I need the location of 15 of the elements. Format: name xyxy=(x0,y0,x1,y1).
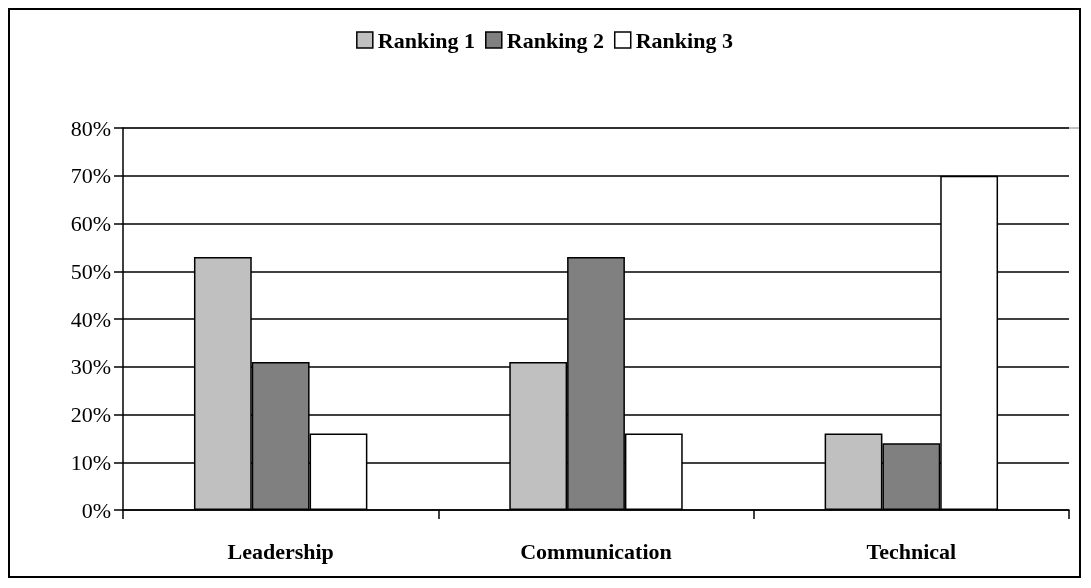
y-tick-label: 70% xyxy=(70,163,111,189)
y-tick-label: 60% xyxy=(70,211,111,236)
y-tick-label: 20% xyxy=(70,402,111,427)
x-tick-label: Technical xyxy=(866,538,957,564)
x-tick-label: Communication xyxy=(520,538,672,564)
y-tick-label: 80% xyxy=(70,115,111,141)
y-tick-label: 50% xyxy=(70,258,111,284)
legend-label: Ranking 3 xyxy=(635,27,733,53)
legend-label: Ranking 2 xyxy=(506,27,604,53)
y-tick-label: 0% xyxy=(81,497,111,523)
x-tick-label: Leadership xyxy=(227,538,334,564)
y-tick-label: 30% xyxy=(70,354,111,380)
y-tick-label: 40% xyxy=(70,306,111,332)
legend-label: Ranking 1 xyxy=(377,27,476,53)
y-tick-label: 10% xyxy=(70,449,111,475)
